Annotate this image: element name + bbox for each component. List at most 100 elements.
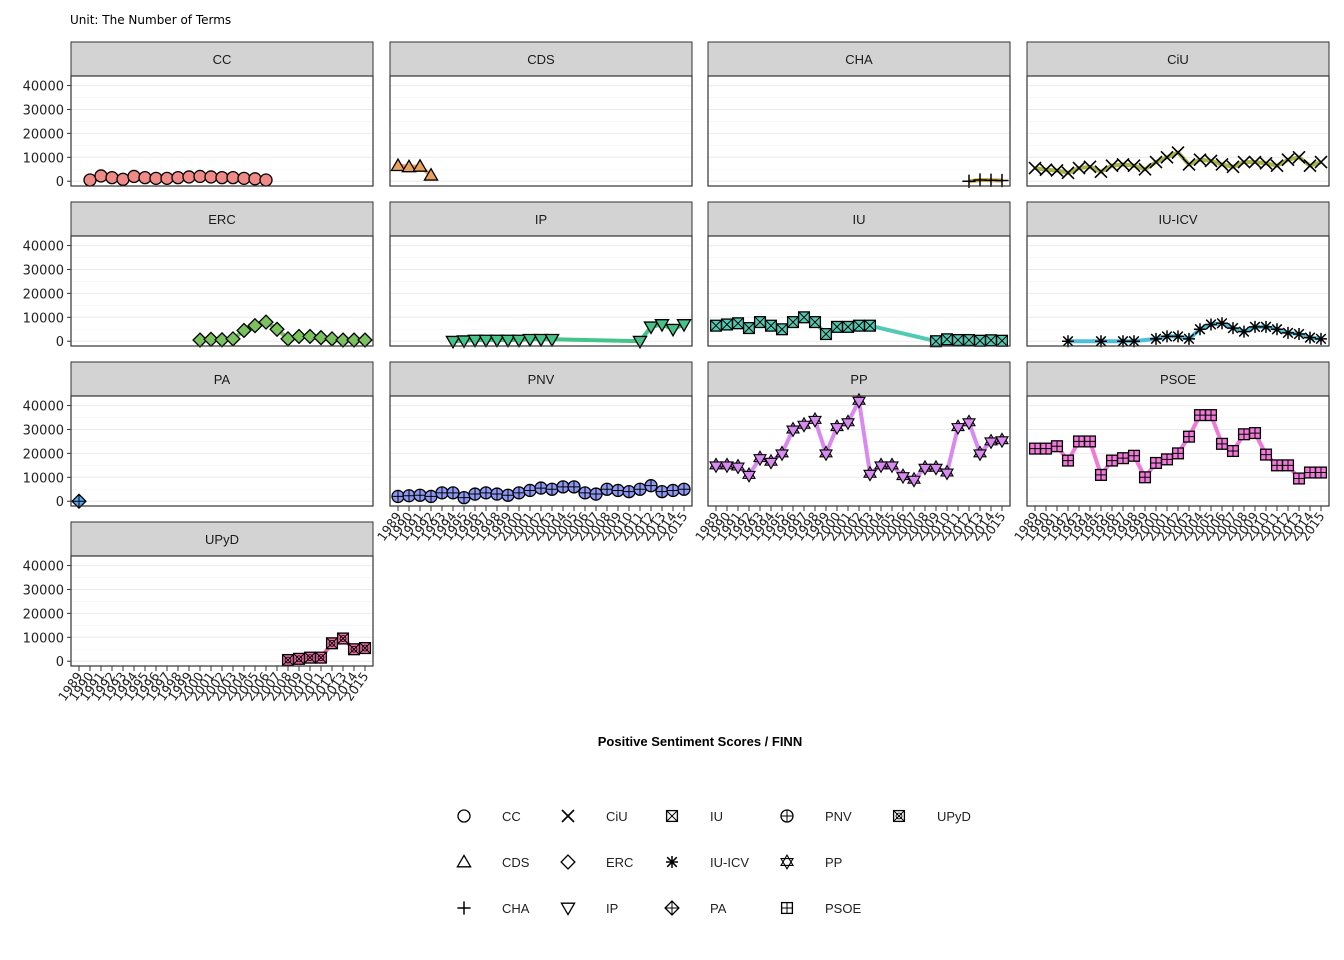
panel-border-cds bbox=[389, 75, 693, 187]
legend-label-pnv: PNV bbox=[825, 809, 852, 824]
data-point-cc bbox=[204, 170, 218, 184]
legend-label-upyd: UPyD bbox=[937, 809, 971, 824]
data-point-cds bbox=[390, 157, 406, 172]
strip-label-iu-icv: IU-ICV bbox=[1159, 212, 1198, 227]
data-point-ciu bbox=[1292, 150, 1306, 164]
data-point-iu bbox=[808, 316, 822, 329]
y-tick-label: 10000 bbox=[23, 311, 64, 326]
points-ciu bbox=[1028, 145, 1328, 180]
data-point-iu-icv bbox=[1062, 335, 1074, 348]
data-point-upyd bbox=[325, 637, 339, 650]
data-point-ciu bbox=[1061, 166, 1075, 180]
panel-pa: PA 0 10000 20000 30000 40000 bbox=[23, 361, 374, 510]
data-point-ciu bbox=[1105, 159, 1119, 173]
data-point-psoe bbox=[1259, 448, 1273, 461]
data-point-ciu bbox=[1083, 160, 1097, 174]
panel-psoe: PSOE 198919901991199219931994199519961997… bbox=[1011, 361, 1330, 544]
data-point-pnv bbox=[523, 483, 537, 498]
y-tick-label: 10000 bbox=[23, 631, 64, 646]
data-point-iu-icv bbox=[1161, 330, 1173, 343]
strip-upyd bbox=[70, 521, 374, 557]
panel-pp: PP 19891990199119921993199419951996199719… bbox=[692, 361, 1011, 544]
data-point-iu bbox=[951, 333, 965, 347]
data-point-pnv bbox=[391, 489, 405, 504]
gridlines-ciu bbox=[1027, 85, 1329, 182]
legend-key-pnv bbox=[780, 809, 794, 823]
legend-key-cds bbox=[456, 854, 472, 868]
strip-pa bbox=[70, 361, 374, 397]
data-point-pnv bbox=[534, 481, 548, 495]
data-point-cc bbox=[215, 170, 229, 185]
strip-erc bbox=[70, 201, 374, 237]
data-point-cc bbox=[149, 171, 163, 185]
data-point-ciu bbox=[1182, 157, 1196, 172]
x-axis-title: Positive Sentiment Scores / FINN bbox=[598, 734, 802, 749]
y-tick-label: 10000 bbox=[23, 471, 64, 486]
data-point-pp bbox=[775, 445, 789, 462]
points-cc bbox=[83, 169, 273, 187]
y-axis-upyd: 0 10000 20000 30000 40000 bbox=[23, 560, 71, 670]
strip-label-cds: CDS bbox=[527, 52, 555, 67]
data-point-pp bbox=[852, 392, 866, 409]
data-point-ciu bbox=[1116, 157, 1130, 172]
data-point-pp bbox=[973, 445, 987, 462]
panel-border-iu bbox=[707, 235, 1011, 347]
data-point-pnv bbox=[666, 483, 680, 498]
data-point-pp bbox=[929, 459, 943, 476]
data-point-ciu bbox=[1215, 157, 1229, 172]
legend-item-cc: CC bbox=[457, 809, 521, 824]
data-point-erc bbox=[357, 332, 373, 348]
data-point-cc bbox=[160, 171, 174, 185]
data-point-psoe bbox=[1314, 466, 1328, 479]
panel-ip: IP bbox=[389, 201, 693, 350]
data-point-iu-icv bbox=[1249, 320, 1261, 333]
data-point-ciu bbox=[1072, 161, 1086, 175]
data-point-ip bbox=[676, 319, 692, 333]
legend-label-erc: ERC bbox=[606, 855, 633, 870]
data-point-iu-icv bbox=[1227, 322, 1239, 335]
panel-border-cha bbox=[707, 75, 1011, 187]
data-point-cc bbox=[138, 170, 152, 185]
strip-iu-icv bbox=[1026, 201, 1330, 237]
data-point-ciu bbox=[1270, 159, 1284, 173]
data-point-pnv bbox=[644, 479, 658, 493]
data-point-psoe bbox=[1138, 471, 1152, 484]
strip-iu bbox=[707, 201, 1011, 237]
data-point-psoe bbox=[1215, 437, 1229, 450]
strip-cc bbox=[70, 41, 374, 77]
y-axis-erc: 0 10000 20000 30000 40000 bbox=[23, 240, 71, 350]
data-point-psoe bbox=[1226, 444, 1240, 458]
legend-label-pa: PA bbox=[710, 901, 727, 916]
data-point-cc bbox=[116, 172, 130, 186]
data-point-ip bbox=[478, 334, 494, 348]
data-point-pp bbox=[720, 457, 734, 474]
y-tick-label: 30000 bbox=[23, 263, 64, 278]
data-point-cc bbox=[83, 173, 97, 187]
data-point-upyd bbox=[292, 652, 306, 665]
legend-label-cha: CHA bbox=[502, 901, 530, 916]
data-point-pnv bbox=[446, 486, 460, 500]
panel-cds: CDS bbox=[389, 41, 693, 187]
data-point-psoe bbox=[1182, 430, 1196, 443]
data-point-iu-icv bbox=[1271, 323, 1283, 336]
data-point-iu bbox=[720, 318, 734, 331]
data-point-erc bbox=[313, 329, 329, 346]
data-point-cc bbox=[237, 171, 251, 185]
data-point-iu bbox=[852, 319, 866, 332]
y-tick-label: 0 bbox=[56, 495, 64, 510]
data-point-iu-icv bbox=[1282, 326, 1294, 339]
data-point-erc bbox=[236, 322, 252, 339]
data-point-psoe bbox=[1248, 427, 1262, 440]
legend-item-upyd: UPyD bbox=[892, 809, 971, 824]
data-point-psoe bbox=[1270, 459, 1284, 472]
y-tick-label: 40000 bbox=[23, 80, 64, 95]
data-point-cc bbox=[259, 173, 273, 187]
data-point-cc bbox=[94, 169, 108, 183]
data-point-iu-icv bbox=[1315, 332, 1327, 345]
data-point-upyd bbox=[347, 643, 361, 656]
data-point-pa bbox=[71, 493, 87, 510]
data-point-erc bbox=[269, 321, 285, 338]
data-point-iu bbox=[984, 334, 998, 347]
gridlines-pnv bbox=[390, 405, 692, 502]
data-point-pp bbox=[742, 466, 756, 483]
